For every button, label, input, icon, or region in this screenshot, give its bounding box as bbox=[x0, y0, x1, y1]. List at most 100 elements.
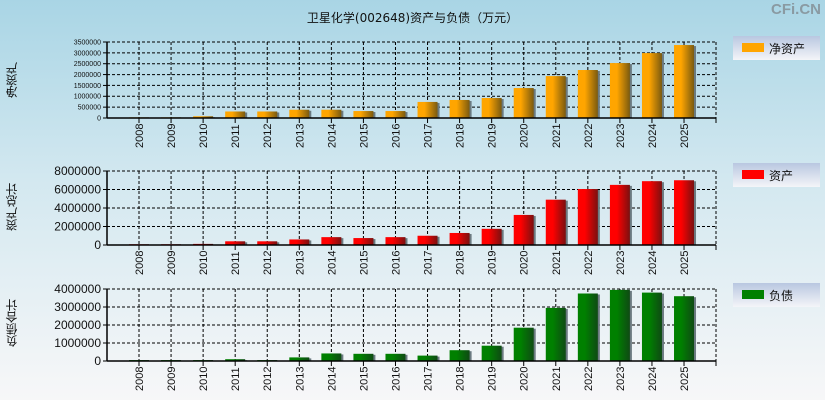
x-tick-label: 2016 bbox=[390, 124, 402, 148]
y-tick-label: 500000 bbox=[78, 105, 101, 112]
x-tick-label: 2010 bbox=[198, 251, 210, 275]
bar-highlight bbox=[450, 233, 470, 245]
chart-0: 0 500000 1000000 1500000 2000000 2500000 30000… bbox=[74, 39, 717, 148]
x-tick-label: 2011 bbox=[230, 367, 242, 391]
bar-highlight bbox=[418, 102, 438, 118]
bar-highlight bbox=[321, 353, 341, 361]
bar-2024 bbox=[641, 53, 662, 118]
bar-highlight bbox=[257, 111, 277, 118]
bar-highlight bbox=[642, 181, 662, 245]
bar-highlight bbox=[546, 308, 566, 361]
y-tick-label: 4000000 bbox=[54, 282, 101, 296]
x-tick-label: 2022 bbox=[583, 124, 595, 148]
x-tick-label: 2014 bbox=[326, 367, 338, 391]
bar-2023 bbox=[609, 63, 630, 118]
x-tick-label: 2016 bbox=[390, 367, 402, 391]
bar-2022 bbox=[577, 189, 598, 245]
bar-2019 bbox=[481, 345, 502, 361]
x-tick-label: 2019 bbox=[487, 124, 499, 148]
x-tick-label: 2018 bbox=[455, 124, 467, 148]
bar-2025 bbox=[674, 296, 695, 361]
bar-highlight bbox=[514, 328, 534, 361]
bar-highlight bbox=[353, 354, 373, 361]
x-tick-label: 2024 bbox=[647, 124, 659, 148]
y-tick-label: 0 bbox=[94, 238, 101, 252]
bar-2014 bbox=[321, 237, 342, 245]
bar-2017 bbox=[417, 355, 438, 361]
bar-2021 bbox=[545, 76, 566, 118]
bar-2014 bbox=[321, 109, 342, 118]
bar-2016 bbox=[385, 111, 406, 118]
bar-2024 bbox=[641, 181, 662, 245]
bar-2025 bbox=[674, 180, 695, 245]
bar-highlight bbox=[385, 354, 405, 361]
x-tick-label: 2020 bbox=[519, 367, 531, 391]
x-tick-label: 2012 bbox=[262, 251, 274, 275]
chart-1: 0 2000000 4000000 6000000 8000000 2008 2009 201… bbox=[54, 164, 717, 275]
bar-2013 bbox=[289, 357, 310, 361]
x-tick-label: 2025 bbox=[679, 124, 691, 148]
x-tick-label: 2009 bbox=[166, 367, 178, 391]
x-tick-label: 2011 bbox=[230, 124, 242, 148]
bar-highlight bbox=[674, 296, 694, 361]
bar-highlight bbox=[610, 290, 630, 361]
bar-2021 bbox=[545, 199, 566, 245]
bar-2011 bbox=[225, 359, 246, 361]
x-tick-label: 2010 bbox=[198, 124, 210, 148]
bar-2011 bbox=[225, 111, 246, 118]
x-tick-label: 2025 bbox=[679, 367, 691, 391]
bar-highlight bbox=[450, 100, 470, 118]
bar-highlight bbox=[674, 45, 694, 118]
bar-highlight bbox=[674, 180, 694, 245]
bar-2014 bbox=[321, 353, 342, 361]
bar-2018 bbox=[449, 232, 470, 245]
watermark-logo: CFi.CN bbox=[771, 1, 821, 18]
bar-2013 bbox=[289, 109, 310, 118]
bar-highlight bbox=[610, 63, 630, 118]
chart-title: 卫星化学(002648)资产与负债（万元） bbox=[306, 11, 519, 25]
bar-highlight bbox=[289, 110, 309, 118]
x-tick-label: 2016 bbox=[390, 251, 402, 275]
x-tick-label: 2022 bbox=[583, 251, 595, 275]
bar-2017 bbox=[417, 235, 438, 245]
bar-2013 bbox=[289, 239, 310, 245]
bar-highlight bbox=[321, 110, 341, 118]
x-tick-label: 2022 bbox=[583, 367, 595, 391]
y-tick-label: 0 bbox=[97, 115, 101, 122]
bar-highlight bbox=[321, 237, 341, 245]
bar-2016 bbox=[385, 237, 406, 245]
x-tick-label: 2025 bbox=[679, 251, 691, 275]
bar-highlight bbox=[450, 350, 470, 361]
y-tick-label: 0 bbox=[94, 354, 101, 368]
x-tick-label: 2009 bbox=[166, 251, 178, 275]
bar-highlight bbox=[578, 294, 598, 362]
ylabel-1: 资产总计 bbox=[5, 183, 19, 231]
bar-highlight bbox=[353, 238, 373, 245]
bar-2015 bbox=[353, 353, 374, 361]
chart-2: 0 1000000 2000000 3000000 4000000 2008 2009 201… bbox=[54, 282, 717, 391]
x-tick-label: 2018 bbox=[455, 251, 467, 275]
legend-swatch bbox=[742, 43, 764, 52]
legend-swatch bbox=[742, 170, 764, 179]
legend-net-assets: 净资产 bbox=[733, 36, 820, 60]
bar-2023 bbox=[609, 184, 630, 245]
bar-2015 bbox=[353, 111, 374, 118]
bar-2010 bbox=[193, 116, 214, 118]
y-tick-label: 6000000 bbox=[54, 183, 101, 197]
bar-highlight bbox=[385, 111, 405, 118]
x-tick-label: 2011 bbox=[230, 251, 242, 275]
bar-highlight bbox=[642, 53, 662, 118]
x-tick-label: 2019 bbox=[487, 367, 499, 391]
y-tick-label: 3000000 bbox=[54, 300, 101, 314]
bar-highlight bbox=[418, 236, 438, 245]
x-tick-label: 2023 bbox=[615, 251, 627, 275]
bar-highlight bbox=[642, 293, 662, 361]
x-tick-label: 2024 bbox=[647, 251, 659, 275]
bar-highlight bbox=[546, 76, 566, 118]
bar-highlight bbox=[482, 229, 502, 245]
bar-highlight bbox=[482, 346, 502, 361]
x-tick-label: 2014 bbox=[326, 124, 338, 148]
bar-2024 bbox=[641, 292, 662, 361]
bar-2023 bbox=[609, 289, 630, 361]
